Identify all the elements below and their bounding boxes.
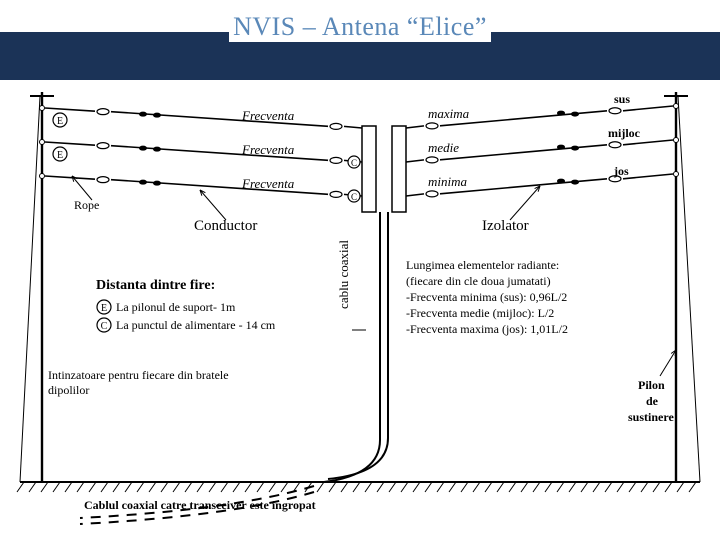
dist-c: La punctul de alimentare - 14 cm	[116, 318, 275, 333]
lung-title: Lungimea elementelor radiante:	[406, 258, 559, 273]
svg-text:C: C	[101, 321, 108, 332]
svg-text:E: E	[101, 303, 107, 314]
pilon-2: de	[646, 394, 658, 409]
antenna-diagram: CCEEEC Frecventa maxima sus Frecventa me…	[0, 80, 720, 540]
wire-label-freq-2: Frecventa	[242, 176, 294, 192]
intinzatoare: Intinzatoare pentru fiecare din bratele …	[48, 368, 258, 398]
wire-label-freq-1: Frecventa	[242, 142, 294, 158]
diagram-svg: CCEEEC	[0, 80, 720, 540]
wire-right-0: sus	[614, 92, 630, 107]
distanta-title: Distanta dintre fire:	[96, 278, 215, 294]
svg-text:E: E	[57, 116, 63, 127]
wire-label-min-2: minima	[428, 174, 467, 190]
lung-min: -Frecventa minima (sus): 0,96L/2	[406, 290, 567, 305]
buried-label: Cablul coaxial catre transceiver este in…	[84, 498, 316, 513]
pilon-3: sustinere	[628, 410, 674, 425]
lung-max: -Frecventa maxima (jos): 1,01L/2	[406, 322, 568, 337]
pilon-1: Pilon	[638, 378, 665, 393]
rope-label: Rope	[74, 198, 99, 213]
dist-e: La pilonul de suport- 1m	[116, 300, 235, 315]
svg-text:C: C	[351, 192, 357, 202]
wire-right-2: jos	[614, 164, 629, 179]
wire-label-med-1: medie	[428, 140, 459, 156]
svg-text:E: E	[57, 150, 63, 161]
wire-right-1: mijloc	[608, 126, 640, 141]
wire-label-max-0: maxima	[428, 106, 469, 122]
cablu-coaxial-label: cablu coaxial	[336, 240, 352, 309]
conductor-label: Conductor	[194, 218, 257, 235]
svg-text:C: C	[351, 158, 357, 168]
izolator-label: Izolator	[482, 218, 529, 235]
lung-sub: (fiecare din cle doua jumatati)	[406, 274, 551, 289]
page-title: NVIS – Antena “Elice”	[229, 10, 491, 42]
wire-label-freq-0: Frecventa	[242, 108, 294, 124]
lung-med: -Frecventa medie (mijloc): L/2	[406, 306, 554, 321]
